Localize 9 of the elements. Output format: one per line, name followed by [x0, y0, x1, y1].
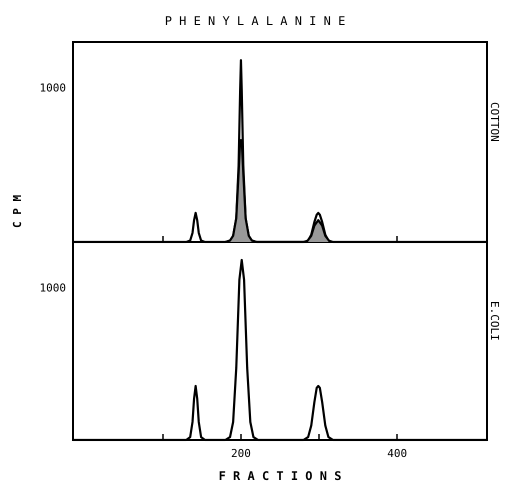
x-axis-title: F R A C T I O N S [218, 469, 342, 483]
x-tick-label: 200 [231, 447, 251, 460]
y-axis-title: C P M [11, 194, 24, 228]
text: 1000 [40, 282, 66, 294]
text: COTTON [488, 102, 501, 142]
text: 1000 [40, 82, 66, 94]
x-tick-label: 400 [387, 447, 408, 460]
text: E.COLI [488, 301, 501, 341]
chart-title: P H E N Y L A L A N I N E [164, 14, 346, 28]
